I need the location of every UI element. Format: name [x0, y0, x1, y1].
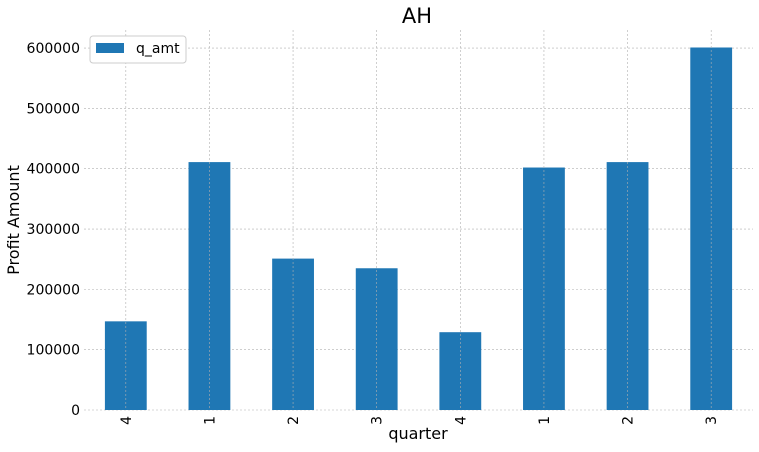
x-grid-layer — [125, 30, 712, 410]
y-tick-label: 600000 — [27, 41, 80, 57]
x-tick-label: 2 — [286, 416, 302, 425]
x-tick-label: 2 — [621, 416, 637, 425]
legend-label: q_amt — [136, 41, 180, 57]
chart-title: AH — [402, 4, 432, 28]
y-tick-labels: 0 100000 200000 300000 400000 500000 600000 — [27, 41, 80, 419]
y-tick-label: 0 — [71, 403, 80, 419]
x-tick-label: 1 — [202, 416, 218, 425]
legend: q_amt — [89, 35, 187, 64]
y-tick-label: 100000 — [27, 343, 80, 359]
grid-layer — [84, 47, 753, 411]
x-tick-label: 3 — [704, 416, 720, 425]
x-tick-labels: 4 1 2 3 4 1 2 3 — [119, 416, 720, 425]
y-axis-label: Profit Amount — [4, 165, 23, 275]
x-tick-label: 3 — [370, 416, 386, 425]
x-tick-label: 4 — [453, 416, 469, 425]
legend-swatch — [96, 43, 124, 53]
y-tick-label: 200000 — [27, 282, 80, 298]
legend-frame — [89, 35, 187, 64]
y-tick-label: 300000 — [27, 222, 80, 238]
bar-layer — [104, 47, 733, 410]
x-axis-label: quarter — [388, 424, 448, 443]
y-tick-label: 400000 — [27, 162, 80, 178]
x-tick-label: 4 — [119, 416, 135, 425]
x-tick-label: 1 — [537, 416, 553, 425]
y-tick-label: 500000 — [27, 101, 80, 117]
